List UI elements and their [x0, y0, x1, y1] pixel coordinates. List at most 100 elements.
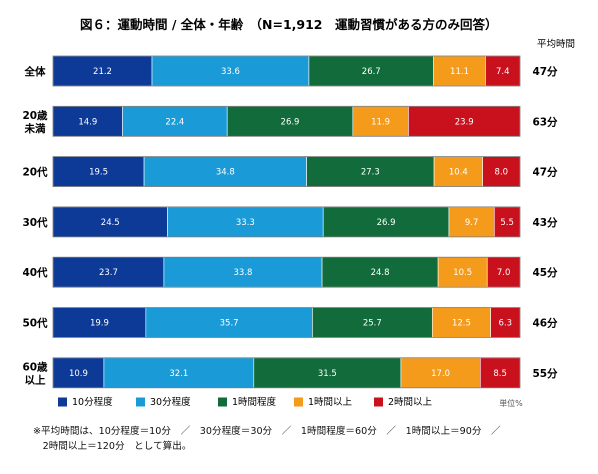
bar-segment [253, 357, 402, 389]
category-label-line: 20代 [22, 166, 48, 179]
footnote-line-2: 2時間以上＝120分 として算出。 [33, 441, 192, 452]
bar-segment [486, 256, 521, 288]
data-label: 10.4 [449, 168, 468, 178]
bar-outline [52, 55, 521, 87]
legend-label: 1時間程度 [232, 396, 277, 408]
data-label: 7.0 [497, 268, 511, 278]
bar-segment [433, 55, 486, 87]
data-label: 6.3 [499, 319, 513, 329]
category-label-line: 50代 [22, 317, 48, 330]
data-label: 11.1 [450, 67, 469, 77]
bar-segment [322, 206, 450, 238]
data-label: 33.6 [221, 67, 240, 77]
data-label: 26.7 [362, 67, 381, 77]
data-label: 22.4 [165, 117, 184, 127]
category-label-line: 未満 [24, 122, 46, 135]
bar-segment [482, 156, 521, 187]
data-label: 8.0 [495, 168, 509, 178]
legend-label: 10分程度 [72, 396, 113, 408]
bar-outline [52, 105, 521, 137]
category-label: 50代 [22, 317, 48, 330]
legend-swatch [58, 397, 67, 407]
bar-segment [143, 156, 307, 187]
bar-outline [52, 307, 521, 338]
data-label: 21.2 [93, 67, 112, 77]
legend-swatch [136, 397, 145, 407]
data-label: 12.5 [452, 319, 471, 329]
data-label: 10.5 [453, 268, 472, 278]
data-label: 9.7 [465, 218, 479, 228]
bars-group: 全体 21.2 33.6 26.7 11.1 7.4 47分 20歳未満 14.9 22.4 26.… [22, 55, 558, 389]
bar-segment [306, 156, 435, 187]
bar-segment [400, 357, 481, 389]
data-label: 32.1 [169, 369, 188, 379]
bar-segment [433, 156, 483, 187]
data-label: 33.3 [236, 218, 255, 228]
average-time: 55分 [532, 367, 558, 380]
legend-label: 1時間以上 [308, 397, 353, 408]
category-label-line: 以上 [25, 373, 46, 386]
data-label: 25.7 [363, 319, 382, 329]
average-time: 63分 [532, 115, 558, 128]
data-label: 19.5 [89, 168, 108, 178]
bar-segment [122, 106, 228, 137]
data-label: 24.8 [371, 268, 390, 278]
legend-swatch [294, 397, 303, 407]
avg-header: 平均時間 [537, 38, 575, 50]
category-label: 全体 [24, 65, 46, 78]
legend: 10分程度 30分程度 1時間程度 1時間以上 2時間以上 [58, 396, 433, 408]
bar-segment [448, 206, 495, 238]
category-label: 20代 [22, 166, 48, 179]
data-label: 8.5 [493, 369, 507, 379]
data-label: 26.9 [281, 117, 300, 127]
chart-title: 図６：運動時間 / 全体・年齢 （N=1,912 運動習慣がある方のみ回答） [80, 17, 498, 32]
bar-segment [490, 307, 521, 338]
data-label: 26.9 [377, 218, 396, 228]
data-label: 11.9 [371, 117, 390, 127]
data-label: 34.8 [216, 168, 235, 178]
category-label-line: 20歳 [22, 109, 48, 122]
data-label: 23.9 [455, 117, 474, 127]
bar-outline [52, 156, 521, 188]
data-label: 24.5 [101, 218, 120, 228]
category-label-line: 40代 [22, 266, 48, 279]
bar-segment [493, 206, 521, 238]
average-time: 47分 [532, 65, 558, 78]
bar-segment [163, 256, 323, 288]
category-label-line: 60歳 [22, 360, 48, 373]
legend-swatch [218, 397, 227, 407]
bar-segment [480, 357, 521, 389]
data-label: 14.9 [78, 117, 97, 127]
bar-segment [312, 307, 433, 338]
data-label: 33.8 [234, 268, 253, 278]
bar-outline [52, 206, 521, 238]
data-label: 17.0 [431, 369, 450, 379]
data-label: 5.5 [500, 218, 514, 228]
data-label: 27.3 [361, 168, 380, 178]
data-label: 31.5 [318, 369, 337, 379]
bar-segment [408, 106, 521, 137]
average-time: 45分 [532, 266, 558, 279]
legend-label: 30分程度 [150, 396, 191, 408]
category-label: 40代 [22, 266, 48, 279]
data-label: 19.9 [90, 319, 109, 329]
bar-segment [352, 106, 409, 137]
data-label: 35.7 [220, 319, 239, 329]
average-time: 47分 [532, 166, 558, 179]
unit-label: 単位% [499, 398, 523, 408]
bar-outline [52, 256, 521, 288]
bar-segment [226, 106, 354, 137]
bar-segment [52, 55, 153, 87]
average-time: 46分 [532, 317, 558, 330]
data-label: 23.7 [99, 268, 118, 278]
data-label: 10.9 [69, 369, 88, 379]
category-label-line: 全体 [24, 65, 46, 78]
category-label: 60歳以上 [22, 360, 48, 386]
bar-segment [151, 55, 310, 87]
bar-segment [52, 256, 165, 288]
legend-swatch [374, 397, 383, 407]
average-time: 43分 [532, 216, 558, 229]
category-label-line: 30代 [22, 216, 48, 229]
footnote-line-1: ※平均時間は、10分程度＝10分 ／ 30分程度＝30分 ／ 1時間程度＝60分… [33, 426, 501, 437]
